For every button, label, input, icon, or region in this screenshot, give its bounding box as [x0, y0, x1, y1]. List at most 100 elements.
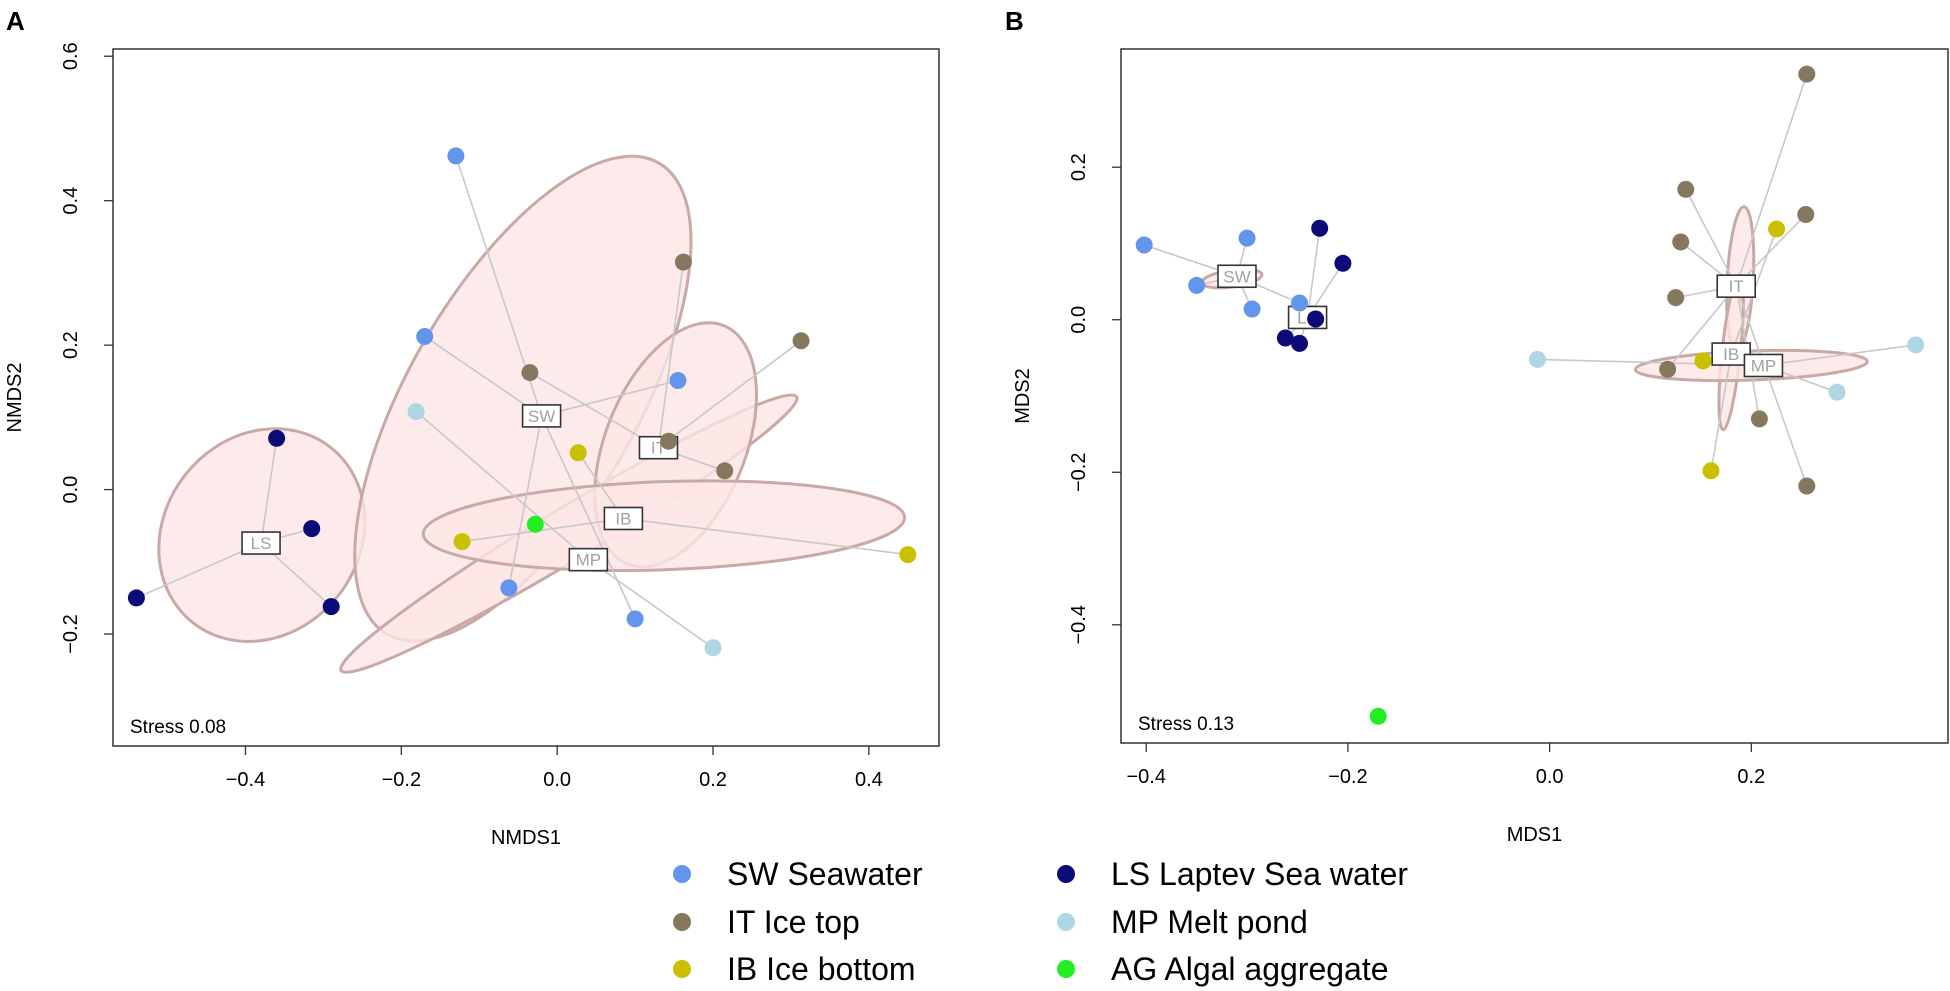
panel-a-point-ls	[303, 520, 321, 538]
panel-b-point-sw	[1188, 276, 1206, 294]
panel-a-y-axis: −0.2 0.0 0.2 0.4 0.6 NMDS2	[4, 42, 113, 654]
panel-b-point-it	[1797, 205, 1815, 223]
legend: SW Seawater LS Laptev Sea water IT Ice top…	[673, 856, 1408, 987]
panel-a-spider-line-ls	[260, 438, 278, 544]
panel-a-point-it	[674, 253, 692, 271]
panel-b-plot-frame	[1120, 48, 1949, 744]
panel-b-spider-line-it	[1735, 285, 1808, 487]
panel-a-spider-line-ib	[623, 517, 908, 556]
panel-a-x-tick-label: −0.2	[382, 769, 421, 791]
panel-b-label: B	[1005, 6, 1024, 36]
panel-a-point-it	[521, 364, 539, 382]
legend-marker-ls	[1057, 865, 1075, 883]
legend-marker-sw	[673, 865, 691, 883]
panel-b-x-axis-title: MDS1	[1507, 824, 1563, 846]
panel-a-point-ib	[569, 444, 587, 462]
panel-a-point-it	[660, 432, 678, 450]
panel-a-spider-line-ls	[136, 542, 262, 599]
panel-a-ellipses	[157, 154, 907, 674]
panel-b-point-it	[1750, 410, 1768, 428]
panel-a-point-ls	[268, 429, 286, 447]
legend-item-mp: MP Melt pond	[1057, 904, 1308, 940]
panel-b-spider-line-ib	[1710, 353, 1732, 471]
panel-b-point-ls	[1307, 310, 1325, 328]
panel-b-point-sw	[1135, 236, 1153, 254]
panel-a-centroid-box-sw	[521, 404, 562, 428]
panel-b-point-sw	[1291, 294, 1309, 312]
panel-a-point-ls	[322, 598, 340, 616]
panel-a-point-ib	[899, 546, 917, 564]
legend-marker-mp	[1057, 913, 1075, 931]
legend-item-sw: SW Seawater	[673, 856, 923, 892]
panel-a-point-sw	[447, 147, 465, 165]
panel-b-point-ag	[1369, 707, 1387, 725]
panel-a-ellipse-ib	[421, 479, 907, 573]
panel-a-x-tick-label: −0.4	[226, 769, 265, 791]
panel-a-centroid-box-mp	[568, 547, 609, 572]
panel-a-x-axis: −0.4 −0.2 0.0 0.2 0.4 NMDS1	[226, 746, 883, 849]
panel-a-spider-line-sw	[541, 379, 679, 417]
panel-b-x-tick-label: 0.2	[1737, 766, 1765, 788]
panel-a-spider-line-it	[529, 371, 659, 449]
panel-a-point-sw	[500, 579, 518, 597]
legend-label-mp: MP Melt pond	[1111, 904, 1308, 940]
panel-a-point-ib	[453, 533, 471, 551]
panel-a-spider-line-mp	[415, 410, 589, 561]
panel-b-y-tick-label: 0.0	[1068, 306, 1090, 334]
panel-b-points	[1135, 65, 1925, 725]
panel-b-point-ib	[1694, 352, 1712, 370]
panel-a-y-tick-label: 0.6	[60, 42, 82, 70]
panel-b-centroid-label-it: IT	[1729, 277, 1744, 296]
panel-b-point-mp	[1529, 350, 1547, 368]
panel-b-spider-line-it	[1735, 213, 1807, 287]
panel-b-x-tick-label: −0.2	[1328, 766, 1367, 788]
panel-b-x-axis: −0.4 −0.2 0.0 0.2 MDS1	[1126, 743, 1765, 846]
panel-a-point-sw	[626, 610, 644, 628]
legend-label-ib: IB Ice bottom	[727, 951, 916, 987]
panel-a-centroid-label-sw: SW	[528, 407, 555, 426]
panel-b-point-mp	[1907, 336, 1925, 354]
panel-b-y-axis-title: MDS2	[1012, 368, 1034, 424]
panel-a-point-sw	[669, 372, 687, 390]
panel-a-centroid-box-ib	[603, 506, 644, 531]
legend-item-it: IT Ice top	[673, 904, 860, 940]
panel-b-point-ls	[1291, 334, 1309, 352]
legend-item-ls: LS Laptev Sea water	[1057, 856, 1408, 892]
panel-a-y-tick-label: 0.0	[60, 476, 82, 504]
panel-a-centroid-label-ib: IB	[615, 509, 631, 528]
panel-b-point-ls	[1311, 219, 1329, 237]
panel-a-point-ls	[127, 589, 145, 607]
panel-a-plot-frame	[112, 48, 940, 747]
panel-b-y-tick-label: −0.4	[1068, 605, 1090, 644]
panel-a-x-tick-label: 0.0	[543, 769, 571, 791]
panel-a-y-axis-title: NMDS2	[4, 362, 26, 432]
panel-a-point-sw	[416, 327, 434, 345]
panel-b-point-ls	[1334, 254, 1352, 272]
panel-b-centroid-box-mp	[1743, 353, 1784, 378]
panel-b-centroid-label-sw: SW	[1223, 267, 1250, 286]
panel-b-y-tick-label: −0.2	[1068, 453, 1090, 492]
panel-b-point-it	[1798, 65, 1816, 83]
panel-a-point-it	[792, 332, 810, 350]
panel-b-point-mp	[1828, 383, 1846, 401]
panel-a-x-axis-title: NMDS1	[491, 827, 561, 849]
panel-a-spider-line-sw	[508, 415, 543, 588]
panel-b-point-it	[1672, 233, 1690, 251]
panel-b-x-tick-label: −0.4	[1126, 766, 1165, 788]
panel-a-point-mp	[407, 403, 425, 421]
panel-b-point-it	[1798, 477, 1816, 495]
panel-a-point-mp	[704, 639, 722, 657]
panel-a-centroid-label-mp: MP	[576, 551, 602, 570]
panel-b-centroid-label-ib: IB	[1723, 345, 1739, 364]
panel-a-centroid-box-ls	[241, 531, 281, 555]
legend-item-ib: IB Ice bottom	[673, 951, 916, 987]
panel-a-y-tick-label: −0.2	[60, 614, 82, 653]
panel-b-x-tick-label: 0.0	[1536, 766, 1564, 788]
panel-b-spider-lines	[1143, 73, 1916, 487]
legend-marker-ib	[673, 960, 691, 978]
legend-marker-ag	[1057, 960, 1075, 978]
panel-a-x-tick-label: 0.2	[699, 769, 727, 791]
panel-b-spider-line-ls	[1306, 228, 1321, 318]
